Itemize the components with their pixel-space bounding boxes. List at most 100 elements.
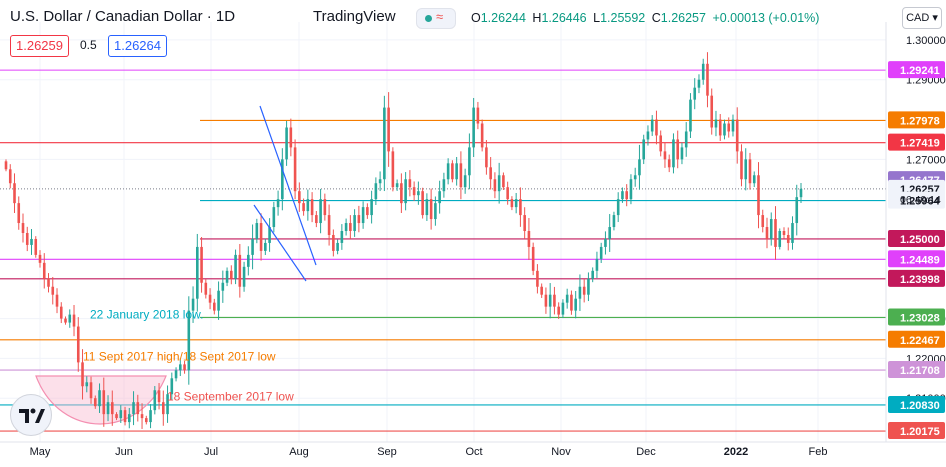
candle-up — [672, 139, 675, 168]
candle-down — [510, 199, 514, 208]
candle-down — [4, 161, 8, 170]
candle-down — [323, 199, 327, 216]
candle-up — [769, 219, 773, 239]
price-label-box — [888, 308, 945, 326]
tradingview-logo-icon[interactable] — [10, 394, 52, 436]
candle-down — [140, 414, 144, 419]
candle-down — [748, 159, 752, 184]
candle-up — [468, 147, 471, 176]
candle-down — [21, 223, 25, 233]
candle-up — [85, 382, 89, 387]
candle-down — [81, 362, 84, 387]
candle-down — [706, 63, 709, 96]
time-axis-ticks[interactable]: May Jun Jul Aug Sep Oct Nov Dec 2022 Feb — [30, 446, 828, 458]
candle-up — [587, 278, 590, 295]
candle-up — [404, 179, 407, 204]
candle-down — [357, 215, 361, 224]
candle-up — [442, 179, 446, 192]
symbol-title[interactable]: U.S. Dollar / Canadian Dollar · 1D — [10, 8, 236, 25]
price-label-box — [888, 229, 945, 247]
candle-down — [531, 246, 535, 271]
candle-down — [710, 95, 714, 128]
candle-down — [110, 402, 114, 415]
candle-down — [408, 179, 412, 188]
ohlc-close-label: C — [651, 11, 661, 25]
candle-up — [242, 266, 246, 287]
candle-down — [136, 402, 140, 415]
candle-down — [544, 294, 548, 307]
candle-up — [179, 364, 182, 371]
candle-up — [548, 294, 552, 307]
candle-down — [55, 294, 59, 307]
candle-up — [799, 188, 803, 198]
trendline-lower[interactable] — [253, 204, 307, 282]
candle-down — [459, 163, 463, 188]
candle-down — [204, 282, 208, 295]
candle-up — [646, 131, 650, 140]
trendline-upper[interactable] — [259, 105, 317, 266]
candle-down — [208, 294, 212, 303]
candle-down — [735, 119, 739, 152]
candle-down — [582, 286, 586, 295]
ohlc-low-value: 1.25592 — [600, 11, 646, 25]
candle-down — [502, 175, 505, 188]
candle-down — [451, 163, 454, 180]
buy-button[interactable]: 1.26264 — [108, 35, 167, 57]
chart-annotation[interactable]: 11 Sept 2017 high/18 Sept 2017 low — [83, 349, 276, 363]
candle-down — [489, 167, 492, 180]
chart-annotation[interactable]: 22 January 2018 low. — [90, 308, 203, 322]
price-label-box — [888, 330, 945, 348]
candle-down — [536, 270, 539, 287]
price-label-text: 1.27978 — [900, 115, 940, 127]
candle-up — [514, 199, 518, 208]
candle-up — [795, 197, 799, 224]
candle-down — [400, 183, 403, 204]
candle-up — [612, 215, 616, 228]
candle-up — [187, 310, 191, 371]
price-label-box — [888, 191, 945, 209]
candle-up — [463, 175, 467, 188]
candle-up — [98, 390, 101, 407]
candle-up — [153, 390, 157, 411]
currency-dropdown[interactable]: CAD ▾ — [902, 7, 942, 29]
candle-down — [727, 123, 731, 132]
candle-down — [718, 119, 722, 136]
candle-down — [213, 302, 216, 311]
candle-up — [417, 191, 420, 196]
candle-up — [225, 270, 229, 283]
candle-up — [166, 394, 169, 415]
candle-up — [234, 254, 237, 279]
candle-down — [655, 119, 658, 136]
price-label-text: 1.24489 — [900, 254, 940, 266]
sell-button[interactable]: 1.26259 — [10, 35, 69, 57]
tradingview-logo-mark — [19, 408, 45, 423]
candle-down — [238, 254, 242, 287]
price-label-text: 1.23998 — [900, 274, 940, 286]
candles — [4, 52, 803, 429]
candle-up — [127, 414, 131, 423]
candle-up — [638, 159, 641, 176]
candle-down — [625, 191, 628, 200]
market-status-pill[interactable]: ≈ — [416, 8, 456, 29]
candle-up — [217, 290, 220, 311]
chart-annotation[interactable]: 18 September 2017 low — [167, 390, 294, 404]
candle-down — [183, 364, 186, 371]
candle-up — [272, 207, 276, 228]
price-label-text: 1.22467 — [900, 335, 940, 347]
candle-down — [93, 398, 97, 407]
ohlc-low-label: L — [593, 11, 601, 25]
candle-up — [255, 223, 259, 239]
ohlc-open-value: 1.26244 — [480, 11, 526, 25]
x-tick-label: Aug — [289, 446, 309, 458]
candle-down — [761, 215, 765, 228]
candle-up — [344, 223, 348, 232]
price-label-box — [888, 395, 945, 413]
candle-up — [497, 175, 501, 192]
candle-up — [616, 199, 620, 216]
candle-up — [778, 231, 782, 247]
candle-up — [650, 119, 654, 132]
candle-up — [191, 298, 195, 311]
candle-down — [676, 139, 680, 160]
